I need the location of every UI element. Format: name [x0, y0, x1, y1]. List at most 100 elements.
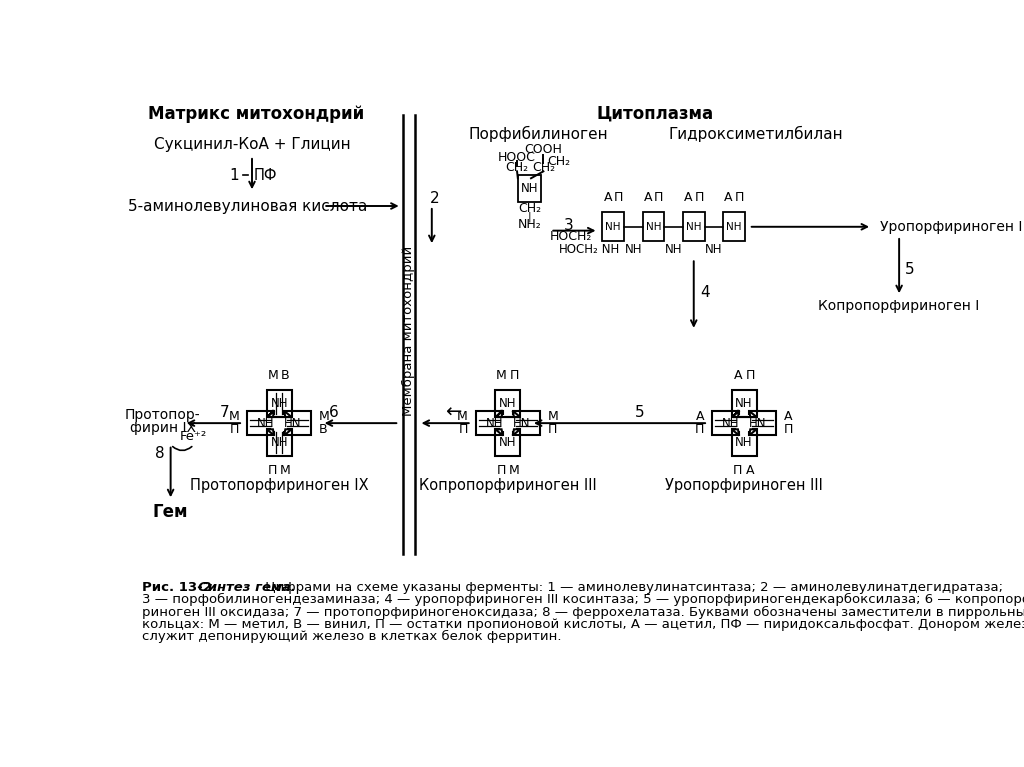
Bar: [496, 430, 520, 456]
Polygon shape: [732, 411, 739, 417]
Text: Порфибилиноген: Порфибилиноген: [469, 127, 608, 143]
Text: NH: NH: [520, 182, 539, 195]
Text: NH: NH: [726, 222, 741, 232]
Bar: [736, 416, 752, 431]
Bar: [732, 430, 757, 456]
Text: П: П: [735, 192, 744, 205]
Text: NH: NH: [605, 222, 621, 232]
Text: NH: NH: [706, 242, 723, 255]
Text: В: В: [281, 369, 290, 382]
Text: Уропорфириноген I: Уропорфириноген I: [880, 220, 1022, 234]
Text: М: М: [228, 410, 240, 423]
Bar: [723, 212, 744, 242]
Text: A: A: [603, 192, 612, 205]
Text: Мембрана митохондрий: Мембрана митохондрий: [402, 245, 416, 416]
Bar: [712, 411, 739, 436]
Text: служит депонирующий железо в клетках белок ферритин.: служит депонирующий железо в клетках бел…: [142, 630, 561, 644]
Text: Синтез гема.: Синтез гема.: [198, 581, 296, 594]
Bar: [266, 390, 292, 417]
Text: Копропорфириноген I: Копропорфириноген I: [818, 299, 980, 313]
Text: ←: ←: [445, 403, 462, 422]
Text: 4: 4: [700, 285, 711, 300]
Polygon shape: [513, 430, 520, 436]
Text: П: П: [229, 423, 240, 436]
Text: 8: 8: [155, 446, 165, 462]
Text: Гидроксиметилбилан: Гидроксиметилбилан: [669, 127, 843, 143]
Text: П: П: [613, 192, 624, 205]
Text: NH: NH: [665, 242, 682, 255]
Text: 7: 7: [220, 405, 229, 420]
Polygon shape: [266, 430, 274, 436]
Text: Гем: Гем: [153, 502, 188, 521]
Text: NH: NH: [598, 242, 620, 255]
Text: NH: NH: [485, 416, 503, 430]
Polygon shape: [496, 411, 503, 417]
Bar: [602, 212, 624, 242]
Polygon shape: [284, 430, 292, 436]
Text: A: A: [695, 410, 705, 423]
Text: A: A: [724, 192, 733, 205]
Text: NH₂: NH₂: [517, 219, 542, 232]
Bar: [500, 416, 515, 431]
Text: Копропорфириноген III: Копропорфириноген III: [419, 478, 597, 493]
Text: NH: NH: [499, 397, 516, 410]
Text: NH: NH: [270, 436, 288, 449]
Polygon shape: [750, 430, 757, 436]
Polygon shape: [496, 411, 503, 417]
Text: CH₂: CH₂: [506, 161, 528, 174]
Text: HOOC: HOOC: [498, 151, 536, 164]
Text: Сукцинил-КоА + Глицин: Сукцинил-КоА + Глицин: [154, 137, 350, 152]
Text: П: П: [268, 464, 278, 477]
Polygon shape: [266, 411, 274, 417]
Text: 3 — порфобилиногендезаминаза; 4 — уропорфириноген III косинтаза; 5 — уропорфирин: 3 — порфобилиногендезаминаза; 4 — уропор…: [142, 594, 1024, 607]
Bar: [266, 430, 292, 456]
Text: фирин IX: фирин IX: [130, 421, 196, 435]
Text: В: В: [319, 423, 328, 436]
Bar: [271, 416, 287, 431]
Bar: [496, 390, 520, 417]
Text: Fe⁺²: Fe⁺²: [180, 430, 207, 443]
Text: Рис. 13-2.: Рис. 13-2.: [142, 581, 221, 594]
Text: ПФ: ПФ: [254, 168, 278, 183]
Text: NH: NH: [257, 416, 274, 430]
Bar: [643, 212, 665, 242]
Text: 5: 5: [635, 405, 644, 420]
Text: NH: NH: [646, 222, 662, 232]
Text: HN: HN: [512, 416, 529, 430]
Text: П: П: [459, 423, 468, 436]
Text: NH: NH: [735, 397, 753, 410]
Text: COOH: COOH: [524, 143, 562, 156]
Bar: [284, 411, 311, 436]
Text: П: П: [548, 423, 557, 436]
Polygon shape: [513, 411, 520, 417]
Text: A: A: [684, 192, 692, 205]
Text: NH: NH: [625, 242, 642, 255]
Text: 5: 5: [905, 262, 915, 277]
Text: П: П: [784, 423, 794, 436]
Text: 6: 6: [329, 405, 338, 420]
Text: 3: 3: [563, 218, 573, 232]
Polygon shape: [732, 430, 739, 436]
Text: П: П: [654, 192, 664, 205]
Text: NH: NH: [270, 397, 288, 410]
Text: П: П: [497, 464, 506, 477]
Text: NH: NH: [686, 222, 701, 232]
Text: HN: HN: [284, 416, 301, 430]
Text: A: A: [644, 192, 652, 205]
Text: Уропорфириноген III: Уропорфириноген III: [666, 478, 823, 493]
Text: |: |: [527, 212, 531, 222]
Text: A: A: [746, 464, 755, 477]
Bar: [750, 411, 776, 436]
Text: М: М: [280, 464, 291, 477]
Text: М: М: [509, 464, 519, 477]
Text: NH: NH: [735, 436, 753, 449]
Polygon shape: [496, 430, 503, 436]
Text: A: A: [733, 369, 742, 382]
Bar: [513, 411, 540, 436]
Text: CH₂: CH₂: [548, 155, 570, 168]
Text: кольцах: М — метил, В — винил, П — остатки пропионовой кислоты, А — ацетил, ПФ —: кольцах: М — метил, В — винил, П — остат…: [142, 618, 1024, 631]
Bar: [518, 175, 541, 202]
Polygon shape: [266, 411, 274, 417]
Bar: [475, 411, 503, 436]
Text: 2: 2: [430, 191, 440, 206]
